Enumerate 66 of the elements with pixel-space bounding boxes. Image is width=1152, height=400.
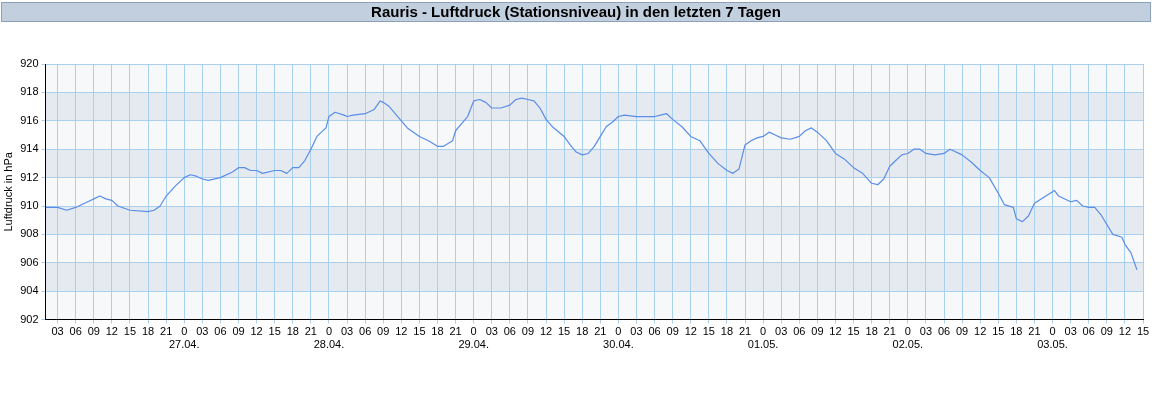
x-tick-label: 21 <box>738 325 752 338</box>
x-tick-label: 03 <box>775 325 788 338</box>
x-tick-label: 15 <box>413 325 426 338</box>
x-tick-label: 06 <box>69 325 82 338</box>
x-tick-label: 03 <box>1064 325 1077 338</box>
x-tick-label: 03 <box>51 325 64 338</box>
y-tick-label: 904 <box>20 284 39 297</box>
x-tick-label: 15 <box>702 325 715 338</box>
x-tick-label: 12 <box>250 325 263 338</box>
x-tick-label: 12 <box>829 325 842 338</box>
x-tick-label: 15 <box>558 325 571 338</box>
x-tick-label: 06 <box>937 325 951 338</box>
x-tick-label: 21 <box>449 325 462 338</box>
x-tick-label: 06 <box>359 325 372 338</box>
x-tick-label: 15 <box>1136 325 1150 338</box>
x-tick-label: 21 <box>160 325 173 338</box>
x-tick-label: 09 <box>521 325 535 338</box>
x-tick-label: 18 <box>720 325 734 338</box>
x-tick-label: 18 <box>141 325 155 338</box>
x-tick-label: 03 <box>340 325 354 338</box>
x-tick-label: 09 <box>1100 325 1113 338</box>
x-tick-label: 18 <box>1010 325 1023 338</box>
y-axis-title: Luftdruck in hPa <box>1 151 14 232</box>
x-tick-label: 15 <box>992 325 1005 338</box>
x-tick-label: 12 <box>974 325 987 338</box>
y-tick-label: 920 <box>20 57 39 70</box>
x-tick-label: 06 <box>214 325 227 338</box>
y-tick-label: 918 <box>20 85 39 98</box>
x-tick-label: 21 <box>883 325 896 338</box>
y-tick-label: 914 <box>20 142 39 155</box>
x-tick-label: 09 <box>377 325 390 338</box>
x-tick-label: 06 <box>793 325 806 338</box>
x-tick-label: 03 <box>630 325 643 338</box>
x-tick-label: 12 <box>1118 325 1132 338</box>
chart-title: Rauris - Luftdruck (Stationsniveau) in den letzten 7 Tagen <box>1 2 1151 22</box>
x-tick-label: 15 <box>268 325 281 338</box>
x-tick-label: 06 <box>648 325 661 338</box>
x-tick-label: 12 <box>684 325 697 338</box>
y-tick-label: 910 <box>20 199 39 212</box>
y-tick-label: 902 <box>20 312 39 325</box>
x-tick-label: 03 <box>196 325 209 338</box>
x-tick-label: 09 <box>232 325 245 338</box>
y-tick-label: 908 <box>20 227 39 240</box>
x-tick-label: 09 <box>811 325 824 338</box>
x-tick-label: 06 <box>1082 325 1095 338</box>
y-tick-label: 916 <box>20 113 39 126</box>
x-tick-label: 15 <box>123 325 137 338</box>
x-tick-label: 18 <box>865 325 878 338</box>
x-tick-label: 09 <box>87 325 100 338</box>
x-tick-label: 15 <box>847 325 860 338</box>
x-tick-label: 03 <box>919 325 933 338</box>
x-tick-label: 09 <box>955 325 969 338</box>
x-tick-label: 21 <box>594 325 607 338</box>
x-tick-label: 18 <box>431 325 444 338</box>
y-tick-label: 906 <box>20 255 39 268</box>
x-tick-label: 12 <box>105 325 119 338</box>
x-tick-label: 03 <box>485 325 498 338</box>
x-tick-label: 18 <box>576 325 589 338</box>
x-tick-label: 12 <box>395 325 408 338</box>
x-tick-label: 06 <box>503 325 516 338</box>
y-tick-label: 912 <box>20 170 39 183</box>
x-tick-label: 21 <box>1028 325 1041 338</box>
x-tick-label: 21 <box>304 325 317 338</box>
x-tick-label: 09 <box>666 325 679 338</box>
x-tick-label: 18 <box>286 325 299 338</box>
x-tick-label: 12 <box>539 325 553 338</box>
